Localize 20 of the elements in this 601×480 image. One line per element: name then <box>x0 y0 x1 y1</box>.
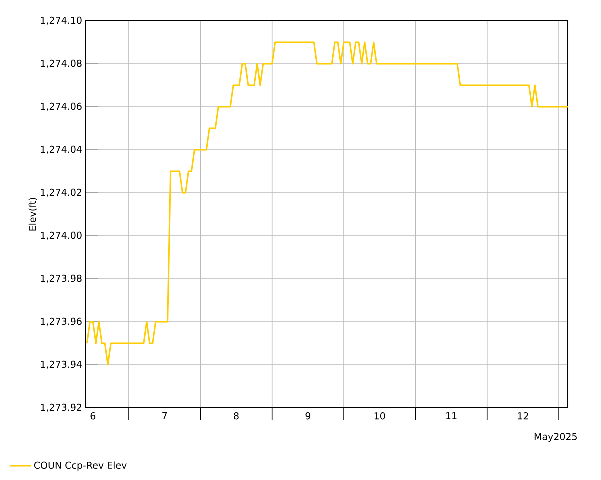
y-tick-label: 1,274.08 <box>41 60 82 68</box>
y-tick-label: 1,273.92 <box>41 404 82 412</box>
x-tick-label: 10 <box>374 412 386 420</box>
y-tick-label: 1,274.06 <box>41 102 82 112</box>
x-tick-label: 9 <box>306 412 311 420</box>
y-axis-title: Elev(ft) <box>28 198 38 231</box>
x-tick-label: 7 <box>162 412 168 420</box>
y-tick-label: 1,274.10 <box>41 16 82 26</box>
x-tick-label: 8 <box>234 412 239 420</box>
y-tick-label: 1,273.94 <box>41 360 82 370</box>
y-tick-label: 1,274.00 <box>41 232 82 240</box>
text: May2025 <box>534 433 577 442</box>
x-tick-label: 6 <box>90 412 96 420</box>
y-tick-label: 1,273.96 <box>41 318 82 326</box>
legend-label: COUN Ccp-Rev Elev <box>34 462 127 471</box>
x-tick-label: 11 <box>446 412 457 420</box>
y-tick-label: 1,273.98 <box>41 274 82 284</box>
y-tick-label: 1,274.04 <box>41 146 82 154</box>
y-tick-label: 1,274.02 <box>41 188 82 198</box>
x-tick-label: 12 <box>518 412 528 420</box>
